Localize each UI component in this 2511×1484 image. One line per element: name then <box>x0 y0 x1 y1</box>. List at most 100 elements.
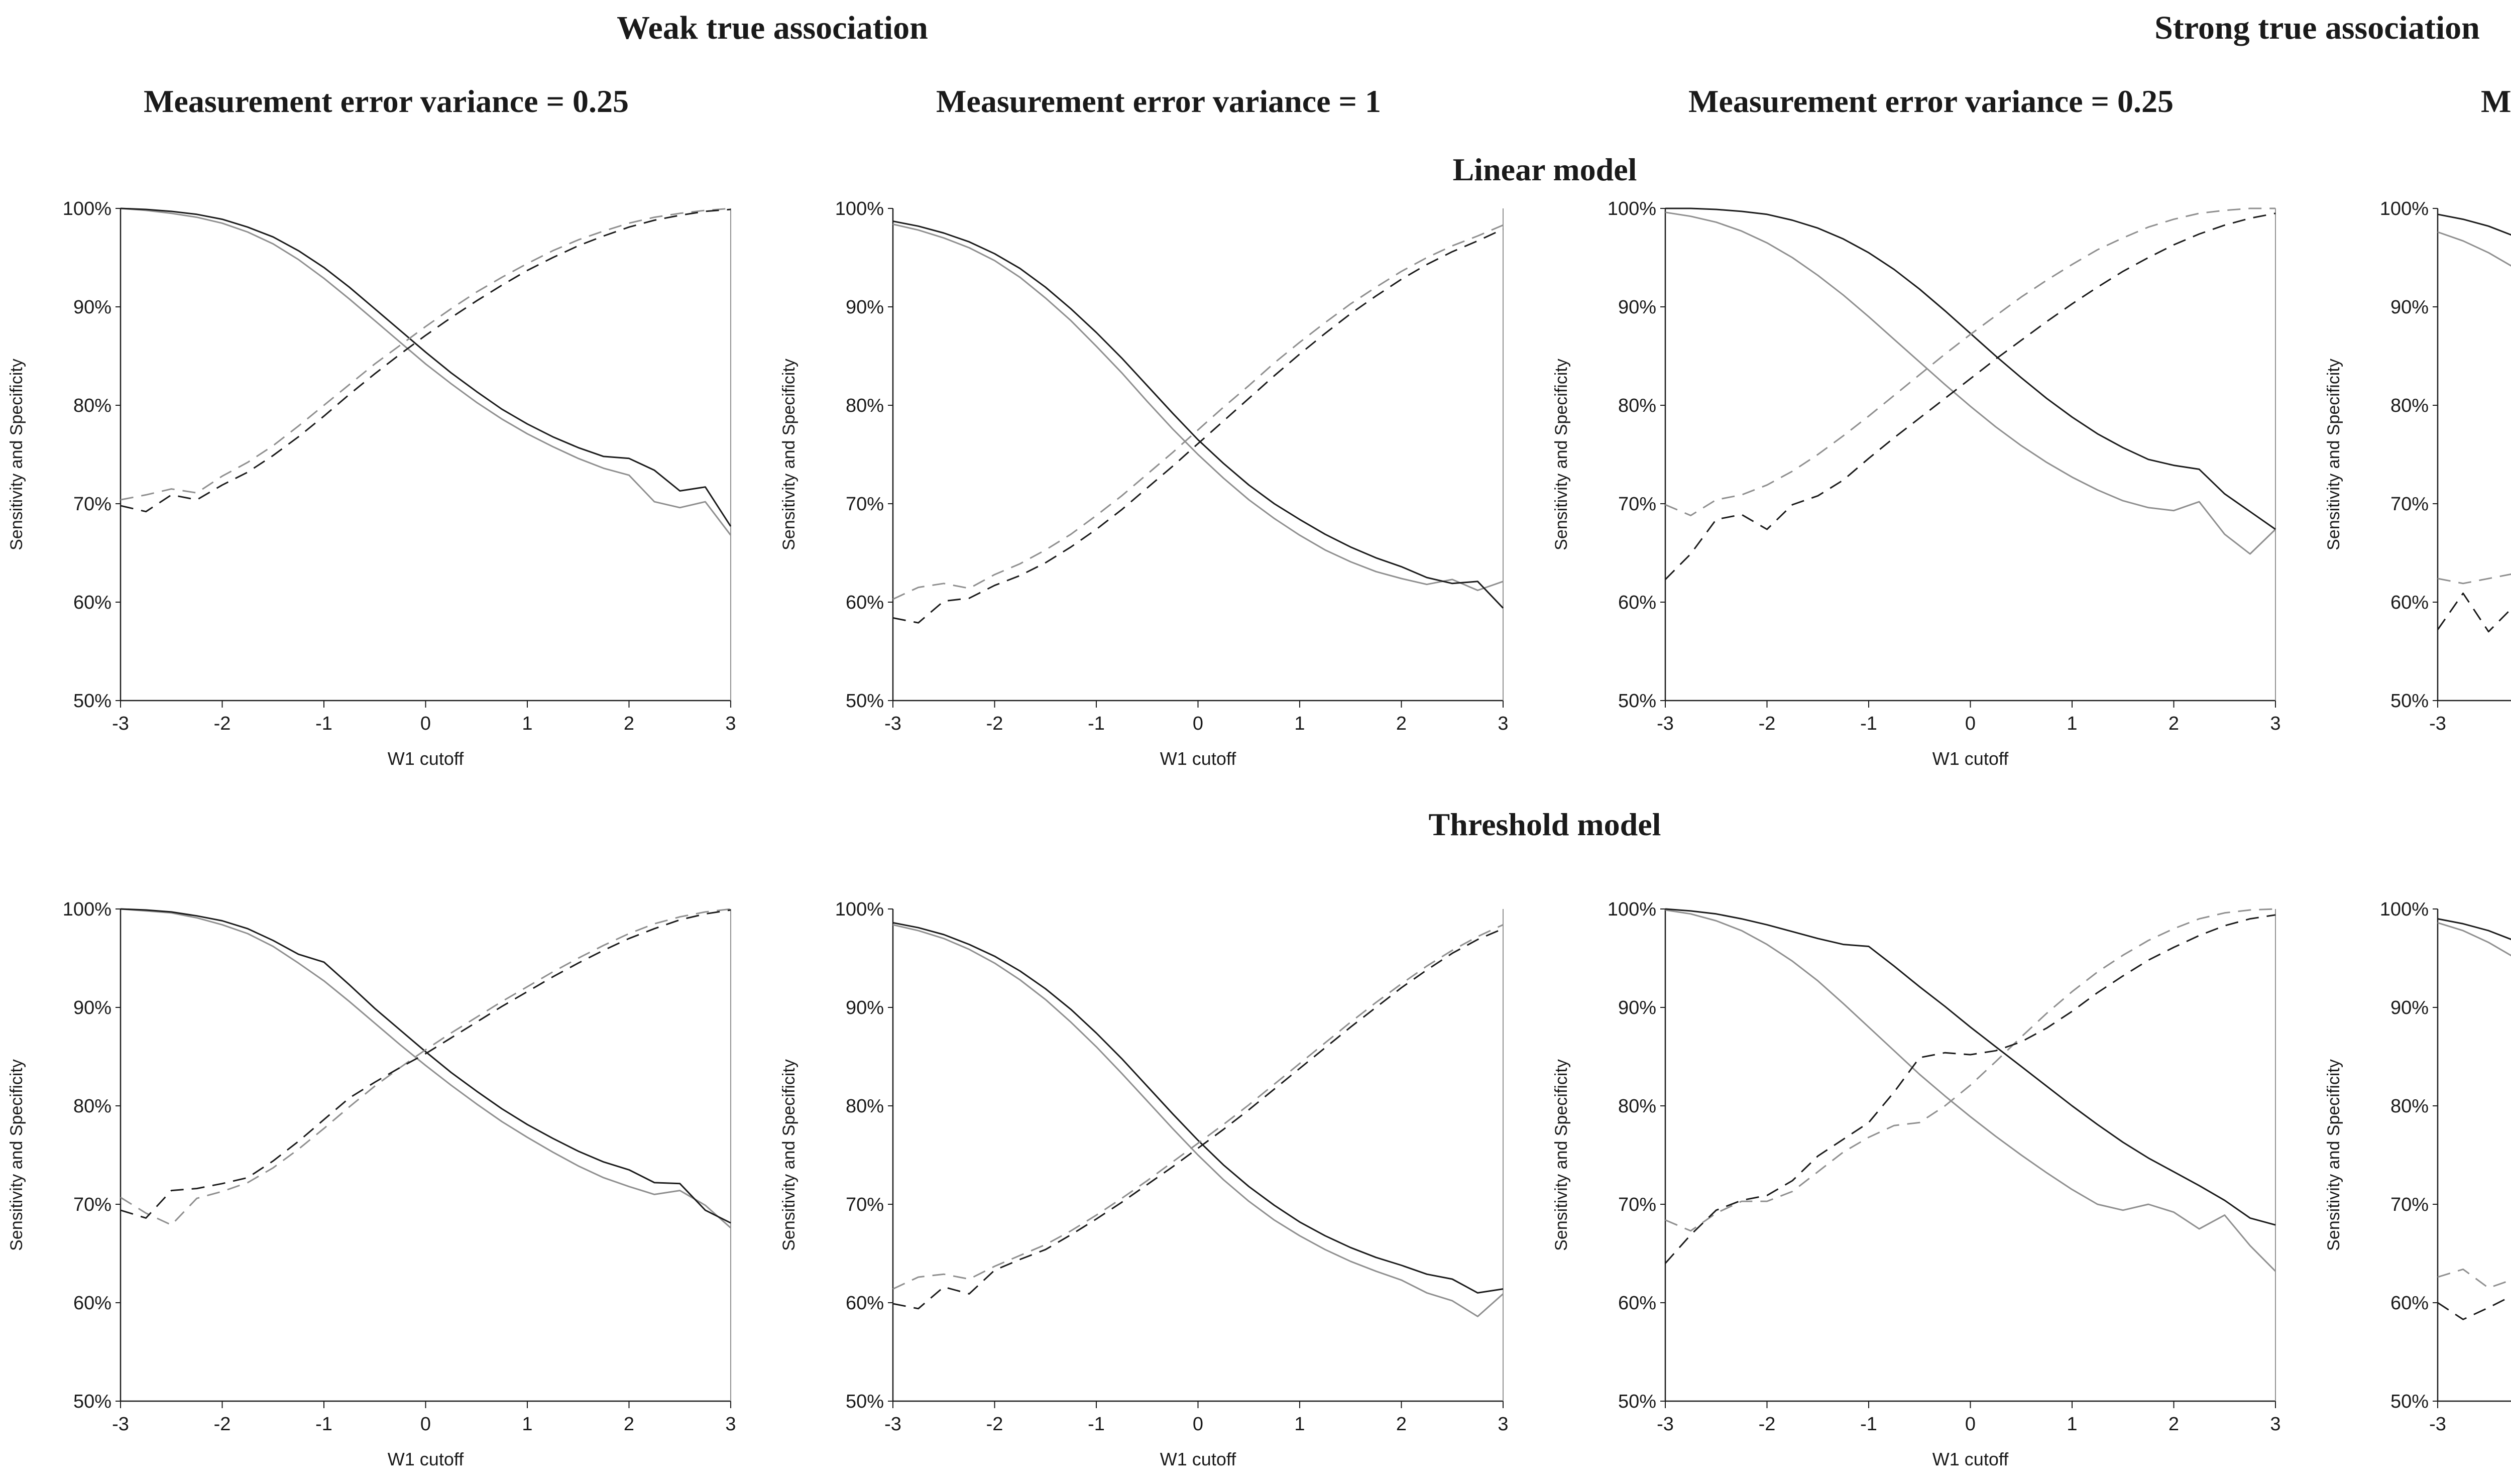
curve-solid-gray <box>892 223 1504 591</box>
chart-canvas: Sensitivity and Specificity 50% 60% 70% 80% 9… <box>7 899 736 1469</box>
y-tick-label: 100% <box>2380 198 2429 219</box>
x-tick-label: -1 <box>1088 713 1105 734</box>
y-axis-title: Sensitivity and Specificity <box>2324 1059 2343 1251</box>
panel-threshold-weak-var1: Sensitivity and Specificity 50% 60% 70% 80% 9… <box>772 846 1545 1477</box>
x-tick-label: 1 <box>1294 1414 1305 1435</box>
x-tick-label: -1 <box>1860 1414 1877 1435</box>
x-axis-title: W1 cutoff <box>1160 1449 1236 1469</box>
x-tick-label: 2 <box>624 713 634 734</box>
panel-linear-weak-var025: Sensitivity and Specificity 50% 60% 70% 80% 9… <box>0 191 772 783</box>
panel-linear-strong-var025: Sensitivity and Specificity 50% 60% 70% 80% 9… <box>1545 191 2317 783</box>
curve-dashed-black <box>1664 914 2276 1264</box>
y-axis-title: Sensitivity and Specificity <box>2324 359 2343 550</box>
y-tick-label: 60% <box>846 592 884 613</box>
x-tick-label: 2 <box>2168 1414 2179 1435</box>
x-tick-label: -1 <box>315 1414 332 1435</box>
y-tick-label: 70% <box>846 1194 884 1215</box>
curve-solid-black <box>120 207 732 527</box>
curve-dashed-black <box>892 928 1504 1310</box>
chart-canvas: Sensitivity and Specificity 50% 60% 70% 80% 9… <box>2324 899 2511 1435</box>
y-tick-label: 70% <box>1618 494 1656 515</box>
x-tick-label: -3 <box>112 713 129 734</box>
y-tick-label: 50% <box>1618 691 1656 712</box>
x-tick-label: -3 <box>2429 713 2446 734</box>
x-tick-label: -3 <box>884 713 901 734</box>
panel-threshold-strong-var025: Sensitivity and Specificity 50% 60% 70% 80% 9… <box>1545 846 2317 1477</box>
y-tick-label: 80% <box>1618 1096 1656 1117</box>
y-tick-label: 100% <box>835 198 884 219</box>
x-tick-label: 3 <box>725 713 736 734</box>
curve-dashed-gray <box>120 207 731 501</box>
y-tick-label: 50% <box>73 1391 111 1412</box>
x-tick-label: -2 <box>986 713 1003 734</box>
y-tick-label: 90% <box>2390 997 2429 1018</box>
y-tick-label: 50% <box>2390 1391 2429 1412</box>
y-tick-label: 60% <box>2390 592 2429 613</box>
curve-solid-black <box>2437 918 2511 941</box>
figure-root: Weak true association Strong true associ… <box>0 7 2511 1484</box>
y-tick-label: 100% <box>63 899 111 920</box>
y-tick-label: 50% <box>73 691 111 712</box>
curve-dashed-black <box>1664 212 2276 580</box>
panel-threshold-strong-var1: Sensitivity and Specificity 50% 60% 70% 80% 9… <box>2317 846 2511 1477</box>
x-tick-label: -1 <box>315 713 332 734</box>
curve-dashed-black <box>892 228 1504 624</box>
x-axis-title: W1 cutoff <box>1932 748 2009 769</box>
curve-dashed-black <box>2437 592 2511 633</box>
x-axis-title: W1 cutoff <box>1160 748 1236 769</box>
y-tick-label: 60% <box>73 1293 111 1314</box>
x-axis-title: W1 cutoff <box>1932 1449 2009 1469</box>
y-tick-label: 70% <box>73 494 111 515</box>
y-tick-label: 70% <box>2390 494 2429 515</box>
curve-dashed-gray <box>2437 573 2511 585</box>
y-tick-label: 90% <box>846 997 884 1018</box>
curve-solid-gray <box>2437 231 2511 267</box>
curve-solid-gray <box>120 207 732 536</box>
panel-row-linear: Sensitivity and Specificity 50% 60% 70% 80% 9… <box>0 191 2511 783</box>
y-tick-label: 70% <box>73 1194 111 1215</box>
x-tick-label: 2 <box>1396 1414 1407 1435</box>
x-tick-label: 0 <box>420 1414 431 1435</box>
y-axis-title: Sensitivity and Specificity <box>7 359 26 550</box>
y-tick-label: 80% <box>846 1096 884 1117</box>
y-tick-label: 80% <box>73 1096 111 1117</box>
row-title-threshold-model: Threshold model <box>1428 807 1661 842</box>
panel-linear-strong-var1: Sensitivity and Specificity 50% 60% 70% 80% 9… <box>2317 191 2511 783</box>
x-tick-label: -3 <box>2429 1414 2446 1435</box>
x-tick-label: -1 <box>1088 1414 1105 1435</box>
curve-dashed-gray <box>120 908 731 1226</box>
x-tick-label: -2 <box>1759 713 1776 734</box>
column-title-weak-var025: Measurement error variance = 0.25 <box>144 83 629 119</box>
y-tick-label: 100% <box>63 198 111 219</box>
curve-solid-black <box>892 922 1504 1294</box>
panel-row-threshold: Sensitivity and Specificity 50% 60% 70% 80% 9… <box>0 846 2511 1477</box>
curve-dashed-gray <box>2437 1268 2511 1289</box>
y-axis-title: Sensitivity and Specificity <box>779 359 798 550</box>
y-tick-label: 100% <box>835 899 884 920</box>
curve-solid-gray <box>1665 909 2276 1272</box>
y-tick-label: 70% <box>2390 1194 2429 1215</box>
panel-threshold-weak-var025: Sensitivity and Specificity 50% 60% 70% 80% 9… <box>0 846 772 1477</box>
y-tick-label: 50% <box>1618 1391 1656 1412</box>
x-tick-label: 0 <box>1965 713 1976 734</box>
x-tick-label: 1 <box>2067 1414 2077 1435</box>
curve-solid-black <box>2437 213 2511 236</box>
y-tick-label: 90% <box>2390 297 2429 318</box>
curve-solid-gray <box>1665 211 2276 555</box>
x-tick-label: -3 <box>112 1414 129 1435</box>
curve-dashed-gray <box>892 224 1504 600</box>
panel-linear-weak-var1: Sensitivity and Specificity 50% 60% 70% 80% 9… <box>772 191 1545 783</box>
x-tick-label: 1 <box>522 1414 532 1435</box>
y-tick-label: 90% <box>73 297 111 318</box>
y-tick-label: 100% <box>1608 198 1656 219</box>
curve-dashed-black <box>2437 1295 2511 1320</box>
y-tick-label: 90% <box>846 297 884 318</box>
curve-dashed-black <box>120 208 731 513</box>
y-tick-label: 70% <box>846 494 884 515</box>
x-tick-label: 0 <box>1193 1414 1203 1435</box>
chart-canvas: Sensitivity and Specificity 50% 60% 70% 80% 9… <box>7 198 736 769</box>
x-tick-label: -2 <box>1759 1414 1776 1435</box>
y-tick-label: 50% <box>2390 691 2429 712</box>
x-tick-label: 1 <box>2067 713 2077 734</box>
x-tick-label: 1 <box>522 713 532 734</box>
